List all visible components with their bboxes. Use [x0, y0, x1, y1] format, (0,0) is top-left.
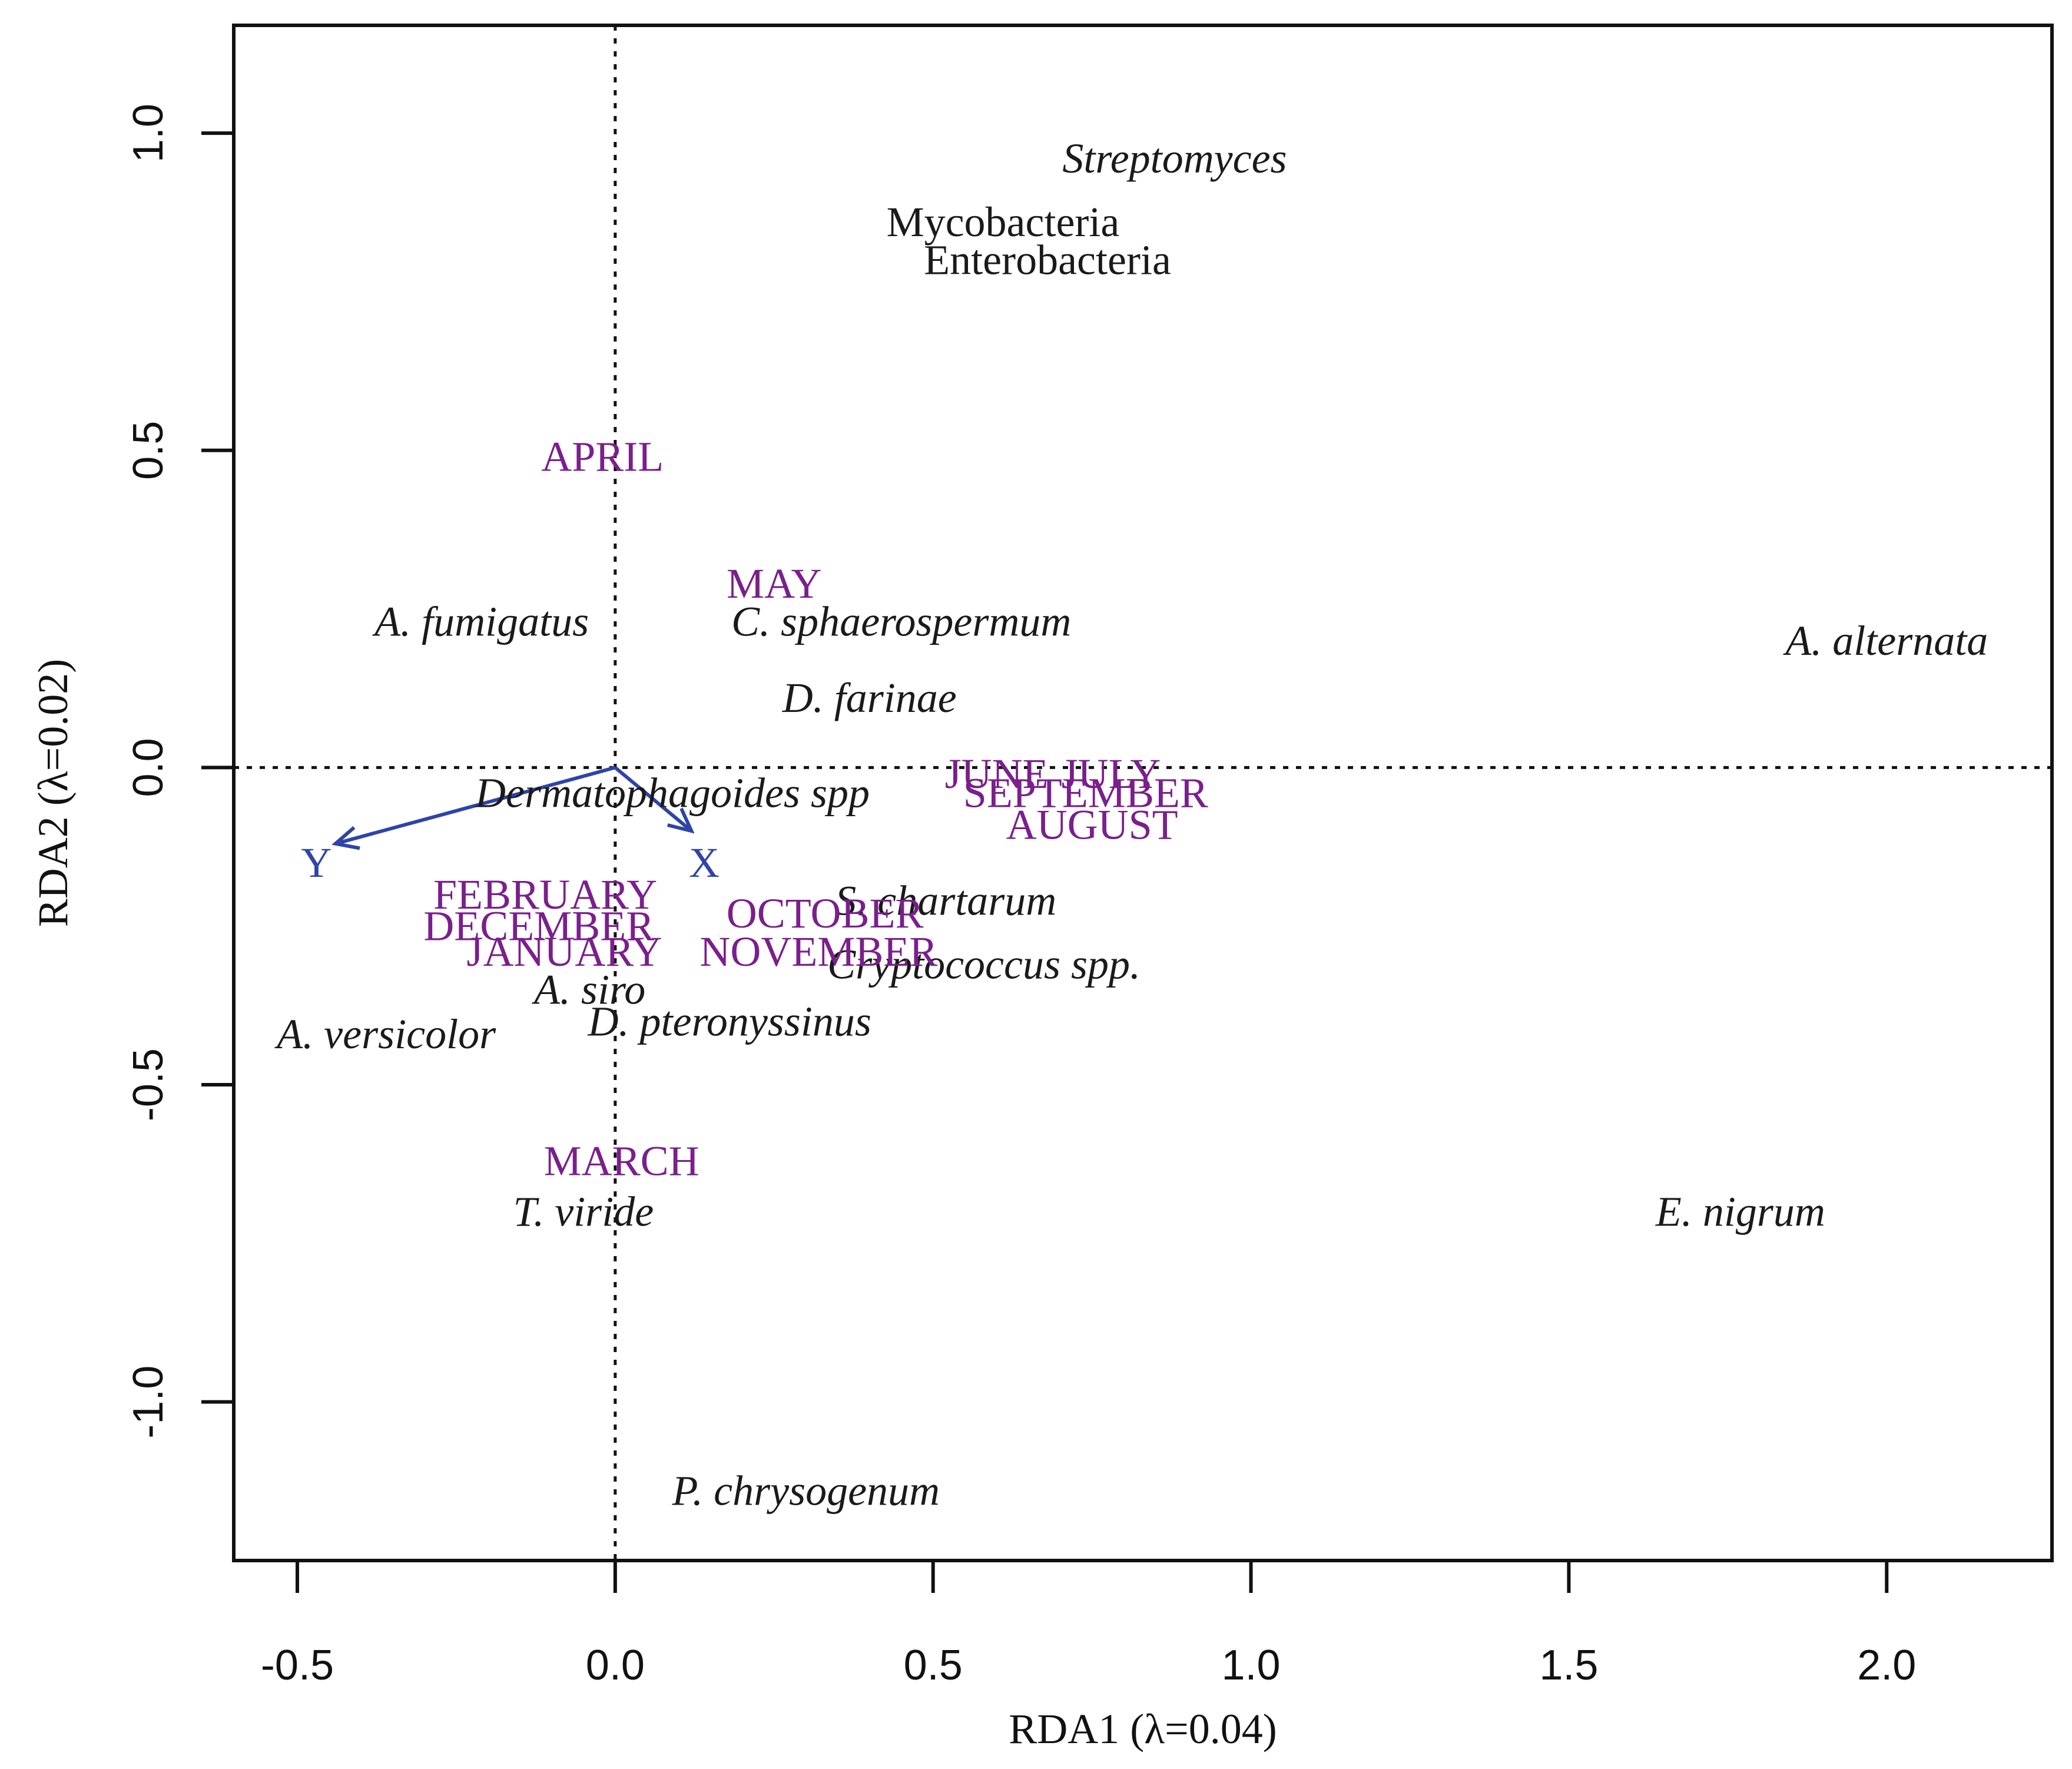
- y-tick-label: -1.0: [125, 1366, 172, 1439]
- month-label-april: APRIL: [541, 433, 664, 481]
- species-label-p-chrysogenum: P. chrysogenum: [671, 1467, 940, 1515]
- month-label-november: NOVEMBER: [699, 928, 937, 975]
- species-label-a-siro: A. siro: [532, 966, 645, 1013]
- species-label-e-nigrum: E. nigrum: [1655, 1188, 1825, 1235]
- vector-label-x: X: [689, 839, 720, 886]
- species-label-c-sphaerospermum: C. sphaerospermum: [731, 598, 1071, 645]
- month-label-january: JANUARY: [466, 928, 662, 975]
- month-label-december: DECEMBER: [423, 903, 654, 950]
- species-label-d-farinae: D. farinae: [782, 674, 957, 721]
- x-tick-label: -0.5: [261, 1642, 334, 1689]
- y-tick-label: 0.5: [125, 421, 172, 480]
- species-label-mycobacteria: Mycobacteria: [887, 198, 1120, 246]
- month-label-march: MARCH: [544, 1137, 699, 1184]
- month-label-august: AUGUST: [1006, 801, 1178, 848]
- x-axis: -0.5 0.0 0.5 1.0 1.5 2.0: [261, 1559, 1916, 1689]
- y-axis-title: RDA2 (λ=0.02): [29, 659, 77, 927]
- y-tick-label: 1.0: [125, 104, 172, 163]
- vector-y-arrow: [334, 766, 616, 846]
- species-label-t-viride: T. viride: [513, 1188, 654, 1235]
- x-tick-label: 2.0: [1857, 1642, 1916, 1689]
- month-label-september: SEPTEMBER: [963, 770, 1208, 817]
- species-label-s-chartarum: S. chartarum: [835, 877, 1056, 925]
- month-label-october: OCTOBER: [727, 890, 924, 937]
- x-tick-label: 1.5: [1539, 1642, 1598, 1689]
- reference-lines: [234, 25, 2052, 1561]
- month-label-july: JULY: [1062, 750, 1161, 797]
- x-axis-title: RDA1 (λ=0.04): [1009, 1705, 1277, 1753]
- species-label-a-fumigatus: A. fumigatus: [372, 598, 589, 645]
- month-label-february: FEBRUARY: [433, 871, 657, 918]
- species-label-d-pteronyssinus: D. pteronyssinus: [588, 998, 871, 1045]
- y-tick-label: -0.5: [125, 1048, 172, 1121]
- x-tick-label: 0.0: [586, 1642, 645, 1689]
- month-label-june: JUNE: [945, 750, 1049, 797]
- vector-x-arrow: [614, 766, 693, 833]
- vector-x-arrowhead: [667, 807, 695, 834]
- species-label-a-alternata: A. alternata: [1783, 617, 1988, 664]
- species-label-a-versicolor: A. versicolor: [274, 1011, 496, 1058]
- y-axis: -1.0 -0.5 0.0 0.5 1.0: [125, 104, 236, 1439]
- x-tick-label: 1.0: [1222, 1642, 1281, 1689]
- vector-y-arrowhead: [331, 826, 360, 850]
- vector-label-y: Y: [301, 839, 331, 886]
- x-tick-label: 0.5: [904, 1642, 963, 1689]
- y-tick-label: 0.0: [125, 738, 172, 797]
- species-label-cryptococcus-spp: Cryptococcus spp.: [827, 940, 1141, 988]
- species-label-streptomyces: Streptomyces: [1062, 135, 1287, 182]
- species-label-dermatophagoides-spp: Dermatophagoides spp: [475, 770, 870, 817]
- species-label-enterobacteria: Enterobacteria: [924, 237, 1171, 284]
- month-label-may: MAY: [727, 560, 821, 607]
